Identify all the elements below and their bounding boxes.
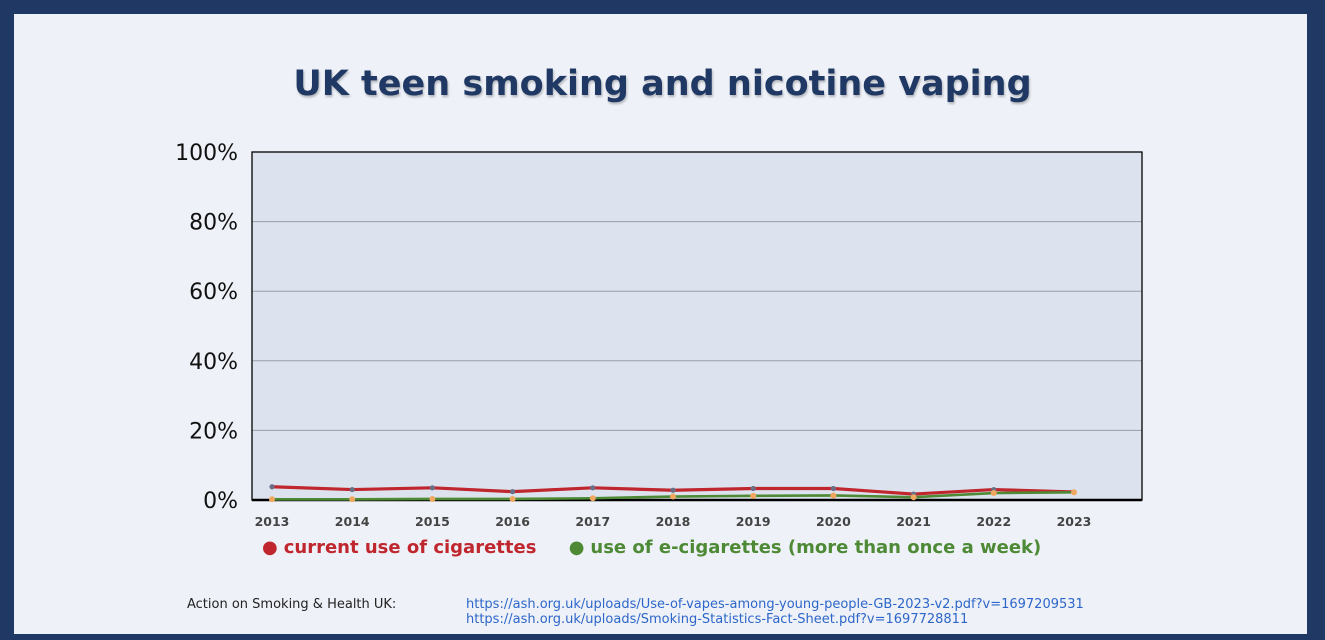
series-point-ecigarettes (269, 496, 275, 503)
series-point-ecigarettes (1071, 489, 1077, 496)
x-tick-label: 2014 (335, 514, 370, 529)
series-point-ecigarettes (990, 490, 997, 497)
series-point-cigarettes (590, 485, 596, 491)
y-tick-label: 20% (189, 419, 238, 444)
series-point-ecigarettes (750, 492, 757, 499)
legend-label-ecigarettes: use of e-cigarettes (more than once a we… (590, 537, 1042, 558)
x-tick-label: 2022 (976, 514, 1011, 529)
chart-legend: ● current use of cigarettes ● use of e-cig… (262, 537, 1067, 558)
source-label: Action on Smoking & Health UK: (187, 597, 397, 612)
series-point-ecigarettes (349, 496, 356, 503)
x-tick-label: 2016 (495, 514, 530, 529)
y-tick-label: 0% (203, 489, 238, 514)
plot-area (252, 152, 1142, 500)
series-point-ecigarettes (429, 495, 436, 502)
series-point-ecigarettes (830, 492, 837, 499)
x-tick-label: 2018 (656, 514, 691, 529)
y-tick-label: 40% (189, 350, 238, 375)
y-tick-label: 60% (189, 280, 238, 305)
x-tick-label: 2017 (575, 514, 610, 529)
source-link-2[interactable]: https://ash.org.uk/uploads/Smoking-Stati… (466, 612, 969, 627)
source-link-1[interactable]: https://ash.org.uk/uploads/Use-of-vapes-… (466, 597, 1084, 612)
series-point-ecigarettes (670, 493, 676, 500)
series-point-cigarettes (509, 489, 516, 495)
legend-item-ecigarettes: ● use of e-cigarettes (more than once a w… (569, 537, 1042, 558)
series-point-cigarettes (349, 486, 355, 493)
legend-item-cigarettes: ● current use of cigarettes (262, 537, 536, 558)
series-point-cigarettes (269, 484, 275, 490)
x-tick-label: 2021 (896, 514, 931, 529)
legend-dot-cigarettes: ● (262, 537, 278, 558)
y-tick-label: 100% (175, 141, 238, 166)
series-point-cigarettes (750, 485, 756, 492)
legend-label-cigarettes: current use of cigarettes (283, 537, 537, 558)
x-tick-label: 2023 (1057, 514, 1092, 529)
legend-dot-ecigarettes: ● (568, 537, 585, 558)
x-tick-label: 2015 (415, 514, 450, 529)
x-tick-label: 2020 (816, 514, 851, 529)
chart-title: UK teen smoking and nicotine vaping (293, 64, 1032, 104)
series-point-ecigarettes (589, 495, 596, 502)
y-tick-label: 80% (189, 211, 238, 236)
series-point-ecigarettes (509, 495, 516, 502)
series-point-cigarettes (670, 487, 676, 493)
source-links: https://ash.org.uk/uploads/Use-of-vapes-… (466, 597, 1084, 627)
x-tick-label: 2013 (255, 514, 290, 529)
series-point-ecigarettes (910, 494, 917, 501)
x-tick-label: 2019 (736, 514, 771, 529)
series-point-cigarettes (429, 485, 435, 491)
series-point-cigarettes (830, 485, 837, 492)
